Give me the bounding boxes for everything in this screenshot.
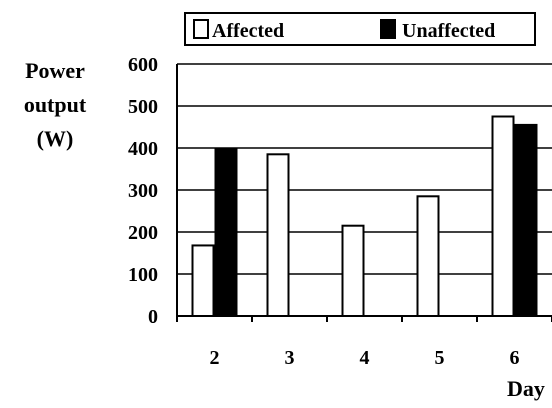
bar-unaffected-day-2 bbox=[214, 147, 238, 317]
bar-unaffected-day-6 bbox=[514, 123, 538, 318]
y-axis-title-line-2: output bbox=[24, 92, 87, 117]
x-tick-label: 3 bbox=[285, 347, 295, 369]
x-axis-title: Day bbox=[507, 376, 545, 401]
legend-label-affected: Affected bbox=[212, 20, 284, 42]
x-tick-label: 4 bbox=[360, 347, 370, 369]
legend-swatch-affected bbox=[193, 19, 209, 39]
y-tick-labels: 0 100 200 300 400 500 600 bbox=[128, 54, 158, 328]
y-tick-label: 100 bbox=[128, 264, 158, 286]
bar-affected-day-3 bbox=[266, 153, 290, 317]
y-tick-label: 500 bbox=[128, 96, 158, 118]
y-tick-label: 0 bbox=[148, 306, 158, 328]
bar-affected-day-4 bbox=[341, 224, 365, 317]
axes bbox=[176, 64, 552, 317]
bars bbox=[191, 115, 538, 318]
legend-box bbox=[184, 12, 536, 46]
y-tick-label: 400 bbox=[128, 138, 158, 160]
legend: Affected Unaffected bbox=[184, 12, 536, 46]
y-axis-title-line-3: (W) bbox=[37, 126, 74, 151]
y-tick-label: 300 bbox=[128, 180, 158, 202]
y-tick-label: 200 bbox=[128, 222, 158, 244]
gridlines bbox=[177, 63, 552, 275]
bar-affected-day-5 bbox=[416, 195, 440, 317]
bar-affected-day-2 bbox=[191, 244, 215, 317]
x-tick-label: 5 bbox=[435, 347, 445, 369]
legend-swatch-unaffected bbox=[380, 19, 396, 39]
x-tick-labels: 2 3 4 5 6 bbox=[176, 316, 552, 369]
x-tick-label: 6 bbox=[510, 347, 520, 369]
x-tick-label: 2 bbox=[210, 347, 220, 369]
bar-affected-day-6 bbox=[491, 115, 515, 317]
y-axis-title-line-1: Power bbox=[25, 58, 85, 83]
y-tick-label: 600 bbox=[128, 54, 158, 76]
legend-label-unaffected: Unaffected bbox=[402, 20, 495, 42]
